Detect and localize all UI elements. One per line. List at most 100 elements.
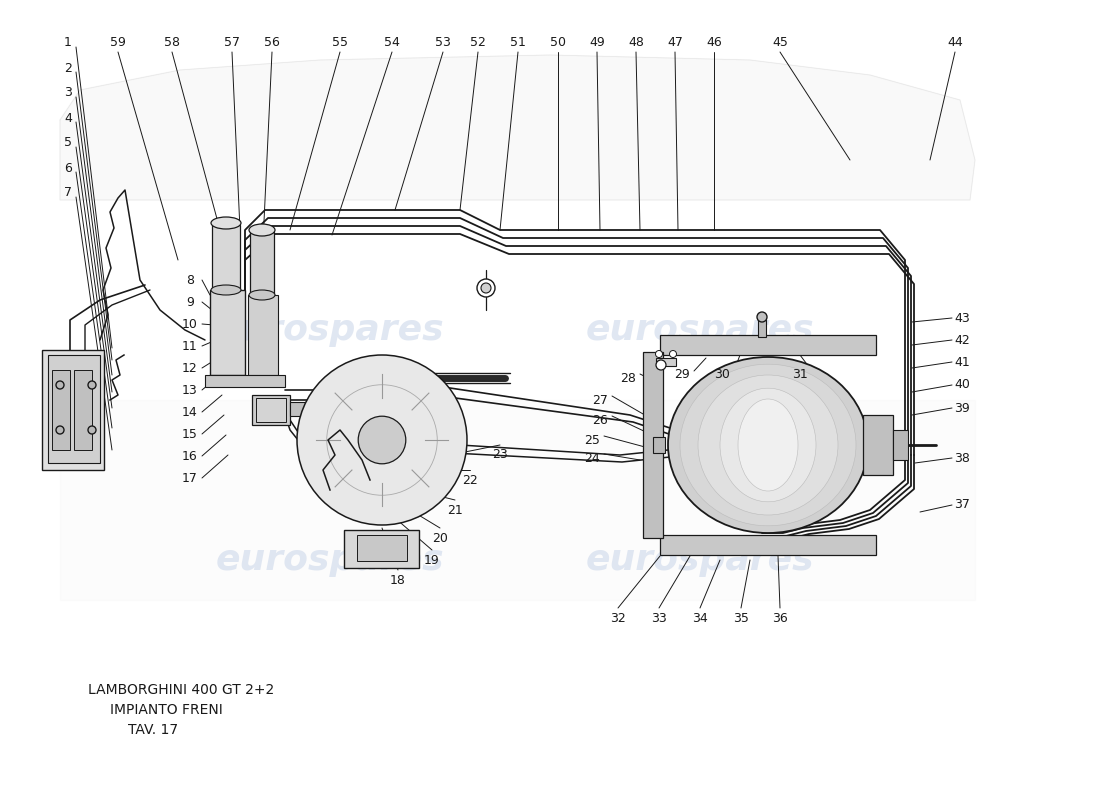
Text: 21: 21 — [447, 503, 463, 517]
Text: TAV. 17: TAV. 17 — [128, 723, 178, 737]
Polygon shape — [60, 55, 975, 200]
Text: 37: 37 — [954, 498, 970, 511]
Text: 29: 29 — [674, 369, 690, 382]
Text: 14: 14 — [183, 406, 198, 418]
Ellipse shape — [680, 364, 856, 526]
Bar — [656, 358, 676, 366]
Text: 5: 5 — [64, 137, 72, 150]
Circle shape — [297, 355, 468, 525]
Bar — [893, 430, 907, 460]
Text: 30: 30 — [714, 369, 730, 382]
Text: 49: 49 — [590, 35, 605, 49]
Bar — [358, 535, 407, 561]
Bar — [42, 350, 104, 470]
Bar — [644, 352, 663, 538]
Bar — [864, 415, 893, 475]
Text: 8: 8 — [186, 274, 194, 286]
Text: 27: 27 — [592, 394, 608, 406]
Text: 59: 59 — [110, 35, 125, 49]
Bar — [210, 290, 245, 375]
Text: 50: 50 — [550, 35, 566, 49]
Text: 26: 26 — [592, 414, 608, 426]
Text: 57: 57 — [224, 35, 240, 49]
Text: 13: 13 — [183, 383, 198, 397]
Text: 39: 39 — [954, 402, 970, 414]
Text: eurospares: eurospares — [585, 543, 814, 577]
Text: 19: 19 — [425, 554, 440, 566]
Bar — [660, 535, 876, 555]
Bar — [256, 398, 286, 422]
Text: 18: 18 — [390, 574, 406, 586]
Text: 54: 54 — [384, 35, 400, 49]
Ellipse shape — [211, 217, 241, 229]
Circle shape — [359, 416, 406, 464]
Text: 11: 11 — [183, 339, 198, 353]
Ellipse shape — [738, 399, 798, 491]
Text: eurospares: eurospares — [216, 313, 444, 347]
Ellipse shape — [698, 375, 838, 515]
Text: 58: 58 — [164, 35, 180, 49]
Text: 40: 40 — [954, 378, 970, 391]
Text: 34: 34 — [692, 611, 708, 625]
Bar — [758, 319, 766, 337]
Text: 46: 46 — [706, 35, 722, 49]
Text: LAMBORGHINI 400 GT 2+2: LAMBORGHINI 400 GT 2+2 — [88, 683, 274, 697]
Text: 7: 7 — [64, 186, 72, 199]
Text: 45: 45 — [772, 35, 788, 49]
Text: 17: 17 — [183, 471, 198, 485]
Bar — [248, 295, 278, 375]
Text: 28: 28 — [620, 371, 636, 385]
Text: 3: 3 — [64, 86, 72, 99]
Bar — [52, 370, 70, 450]
Bar — [250, 232, 274, 295]
Text: 56: 56 — [264, 35, 279, 49]
Text: 22: 22 — [462, 474, 477, 486]
Circle shape — [757, 312, 767, 322]
Ellipse shape — [720, 388, 816, 502]
Text: 35: 35 — [733, 611, 749, 625]
Circle shape — [656, 350, 662, 358]
Text: 42: 42 — [954, 334, 970, 346]
Bar — [205, 375, 285, 387]
Bar — [344, 530, 419, 568]
Circle shape — [88, 426, 96, 434]
Text: 51: 51 — [510, 35, 526, 49]
Text: 9: 9 — [186, 295, 194, 309]
Text: 33: 33 — [651, 611, 667, 625]
Circle shape — [56, 426, 64, 434]
Circle shape — [481, 283, 491, 293]
Circle shape — [670, 350, 676, 358]
Text: 38: 38 — [954, 451, 970, 465]
Text: 31: 31 — [792, 369, 807, 382]
Text: 20: 20 — [432, 531, 448, 545]
Text: 47: 47 — [667, 35, 683, 49]
Text: 44: 44 — [947, 35, 962, 49]
Text: 36: 36 — [772, 611, 788, 625]
Text: 10: 10 — [183, 318, 198, 330]
Text: 2: 2 — [64, 62, 72, 74]
Text: 12: 12 — [183, 362, 198, 374]
Text: 6: 6 — [64, 162, 72, 174]
Ellipse shape — [211, 285, 241, 295]
Circle shape — [477, 279, 495, 297]
Bar — [48, 355, 100, 463]
Ellipse shape — [249, 290, 275, 300]
Text: eurospares: eurospares — [216, 543, 444, 577]
Text: 53: 53 — [436, 35, 451, 49]
Circle shape — [88, 381, 96, 389]
Text: 16: 16 — [183, 450, 198, 462]
Text: 24: 24 — [584, 451, 600, 465]
Circle shape — [656, 360, 666, 370]
Text: 43: 43 — [954, 311, 970, 325]
Text: 23: 23 — [492, 449, 508, 462]
Bar — [212, 225, 240, 290]
Ellipse shape — [668, 357, 868, 533]
Bar — [660, 335, 876, 355]
Text: 15: 15 — [183, 427, 198, 441]
Ellipse shape — [249, 224, 275, 236]
Text: 41: 41 — [954, 355, 970, 369]
Text: 4: 4 — [64, 111, 72, 125]
Text: eurospares: eurospares — [585, 313, 814, 347]
Text: IMPIANTO FRENI: IMPIANTO FRENI — [110, 703, 222, 717]
Text: 32: 32 — [610, 611, 626, 625]
